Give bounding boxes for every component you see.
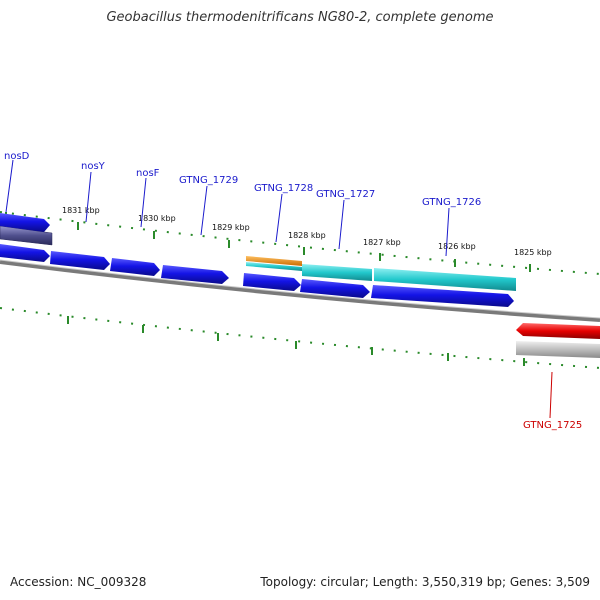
kbp-label: 1827 kbp [363, 238, 401, 247]
genome-stats-text: Topology: circular; Length: 3,550,319 bp… [260, 575, 590, 589]
genome-backbone [0, 260, 600, 322]
feature-cyan-gtng1728[interactable] [246, 262, 302, 271]
gene-arrow[interactable] [0, 213, 50, 232]
feature-gray[interactable] [516, 341, 600, 358]
leader-line-gtng1725 [549, 371, 553, 419]
genome-backbone-highlight [0, 259, 600, 319]
gene-arrow[interactable] [243, 273, 301, 291]
gene-label-gtng1728[interactable]: GTNG_1728 [254, 183, 313, 194]
feature-cyan-gtng1727[interactable] [302, 264, 372, 281]
genome-title: Geobacillus thermodenitrificans NG80-2, … [106, 10, 494, 25]
kbp-label: 1829 kbp [212, 223, 250, 232]
gene-arrow[interactable] [50, 251, 110, 270]
kbp-label: 1825 kbp [514, 248, 552, 257]
gene-label-gtng1725[interactable]: GTNG_1725 [523, 420, 582, 431]
gene-arrow[interactable] [0, 244, 50, 262]
gene-labels: nosD nosY nosF GTNG_1729 GTNG_1728 GTNG_… [4, 151, 582, 431]
lower-major-ticks [67, 316, 525, 366]
kbp-label: 1830 kbp [138, 214, 176, 223]
feature-orange[interactable] [246, 256, 302, 266]
forward-genes-row1 [0, 213, 229, 284]
kbp-labels: 1831 kbp 1830 kbp 1829 kbp 1828 kbp 1827… [62, 206, 552, 257]
upper-scale-dots [0, 211, 600, 275]
gene-arrow[interactable] [300, 279, 370, 298]
gene-label-gtng1727[interactable]: GTNG_1727 [316, 189, 375, 200]
kbp-label: 1828 kbp [288, 231, 326, 240]
gene-arrow-gtng1725[interactable] [516, 323, 600, 339]
gene-label-gtng1726[interactable]: GTNG_1726 [422, 197, 481, 208]
gene-label-nosD[interactable]: nosD [4, 151, 30, 162]
feature-cyan-gtng1726[interactable] [374, 268, 516, 291]
lower-scale-dots [0, 307, 600, 369]
kbp-label: 1831 kbp [62, 206, 100, 215]
accession-text: Accession: NC_009328 [10, 575, 147, 589]
forward-genes-row2 [243, 273, 514, 307]
gene-label-gtng1729[interactable]: GTNG_1729 [179, 175, 238, 186]
gene-label-nosF[interactable]: nosF [136, 168, 160, 179]
gene-arrow-gtng1729[interactable] [161, 265, 229, 284]
leader-lines [5, 159, 450, 257]
gene-arrow[interactable] [110, 258, 160, 276]
gene-arrow[interactable] [371, 285, 514, 307]
kbp-label: 1826 kbp [438, 242, 476, 251]
gene-label-nosY[interactable]: nosY [81, 161, 106, 172]
